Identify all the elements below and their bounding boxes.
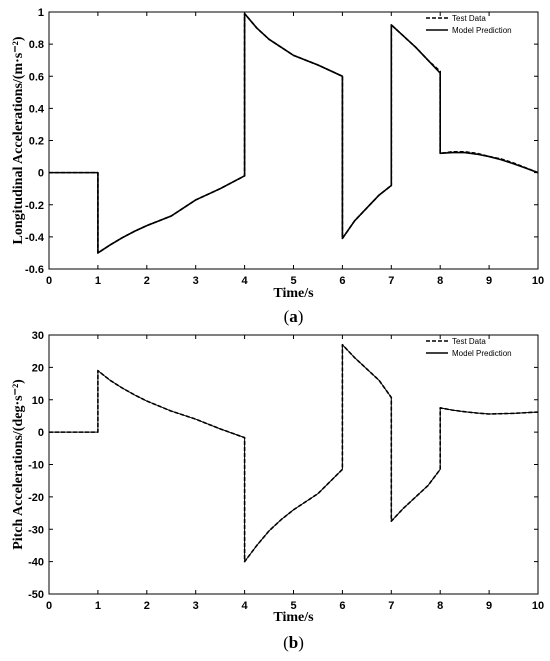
- legend-label: Test Data: [452, 337, 486, 346]
- y-tick-label: 0.8: [29, 39, 44, 51]
- x-tick-label: 7: [388, 600, 394, 612]
- legend-label: Test Data: [452, 14, 486, 23]
- x-axis-label: Time/s: [273, 610, 314, 625]
- x-tick-label: 4: [242, 600, 249, 612]
- x-tick-label: 9: [486, 600, 492, 612]
- y-tick-label: -30: [28, 524, 44, 536]
- x-axis-label: Time/s: [273, 286, 314, 301]
- y-tick-label: 20: [32, 362, 44, 374]
- series-line-test-data: [49, 343, 539, 563]
- legend-label: Model Prediction: [452, 26, 512, 35]
- x-tick-label: 9: [486, 275, 492, 287]
- y-tick-label: -10: [28, 460, 44, 472]
- chart-a: 0 1 2 3 4 5 6 7 8 9 10 -0.6 -0.4 -0.2 0 0.2 0.4 0.6 0.8 1 Ti…: [11, 7, 544, 326]
- y-tick-label: 1: [38, 7, 44, 19]
- chart-b: 0 1 2 3 4 5 6 7 8 9 10 -50 -40 -30 -20 -10 0 10 20 30 Time/s…: [11, 330, 544, 652]
- y-axis-label: Longitudinal Accelerations/(m·s⁻²): [11, 36, 26, 244]
- y-tick-label: -0.6: [25, 264, 44, 276]
- x-tick-label: 0: [46, 275, 52, 287]
- series-line-test-data: [49, 12, 539, 254]
- y-tick-label: 30: [32, 330, 44, 342]
- x-tick-label: 7: [388, 275, 394, 287]
- y-tick-label: 0: [38, 168, 44, 180]
- x-tick-label: 6: [339, 275, 345, 287]
- panel-caption: (b): [283, 633, 304, 652]
- y-tick-label: 0.6: [29, 71, 44, 83]
- y-axis-label: Pitch Accelerations/(deg·s⁻²): [11, 379, 26, 550]
- x-tick-label: 1: [95, 600, 101, 612]
- legend-label: Model Prediction: [452, 349, 512, 358]
- panel-caption: (a): [284, 307, 304, 326]
- y-tick-label: 0: [38, 427, 44, 439]
- x-tick-label: 10: [532, 275, 544, 287]
- x-tick-label: 2: [144, 275, 150, 287]
- y-tick-label: 0.4: [29, 103, 45, 115]
- series-line-model-prediction: [49, 12, 539, 254]
- x-tick-label: 8: [437, 275, 443, 287]
- x-tick-label: 10: [532, 600, 544, 612]
- x-tick-label: 2: [144, 600, 150, 612]
- plot-frame: [48, 334, 539, 595]
- x-tick-label: 4: [242, 275, 249, 287]
- x-tick-label: 6: [339, 600, 345, 612]
- x-tick-label: 3: [193, 275, 199, 287]
- series-line-model-prediction: [49, 344, 539, 563]
- y-tick-label: -0.2: [25, 200, 44, 212]
- x-tick-label: 5: [290, 275, 296, 287]
- y-tick-label: 10: [32, 395, 44, 407]
- x-tick-label: 3: [193, 600, 199, 612]
- y-tick-label: -20: [28, 492, 44, 504]
- x-tick-label: 5: [290, 600, 296, 612]
- x-tick-label: 1: [95, 275, 101, 287]
- x-tick-label: 0: [46, 600, 52, 612]
- x-tick-label: 8: [437, 600, 443, 612]
- y-tick-label: -40: [28, 557, 44, 569]
- y-tick-label: 0.2: [29, 136, 44, 148]
- y-tick-label: -0.4: [25, 232, 45, 244]
- y-tick-label: -50: [28, 589, 44, 601]
- plot-frame: [48, 11, 539, 270]
